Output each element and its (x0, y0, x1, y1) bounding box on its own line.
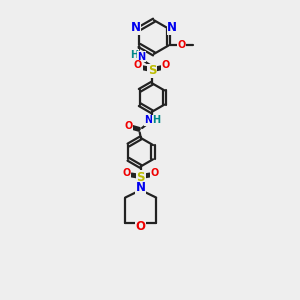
Text: O: O (124, 122, 133, 131)
Text: S: S (136, 171, 145, 184)
Text: N: N (131, 21, 141, 34)
Text: O: O (162, 60, 170, 70)
Text: N: N (144, 115, 152, 125)
Text: N: N (137, 52, 146, 62)
Text: H: H (152, 115, 160, 125)
Text: N: N (136, 181, 146, 194)
Text: O: O (177, 40, 186, 50)
Text: S: S (148, 64, 156, 77)
Text: N: N (167, 21, 177, 34)
Text: H: H (130, 50, 139, 60)
Text: O: O (134, 60, 142, 70)
Text: O: O (150, 168, 159, 178)
Text: O: O (136, 220, 146, 233)
Text: O: O (123, 168, 131, 178)
